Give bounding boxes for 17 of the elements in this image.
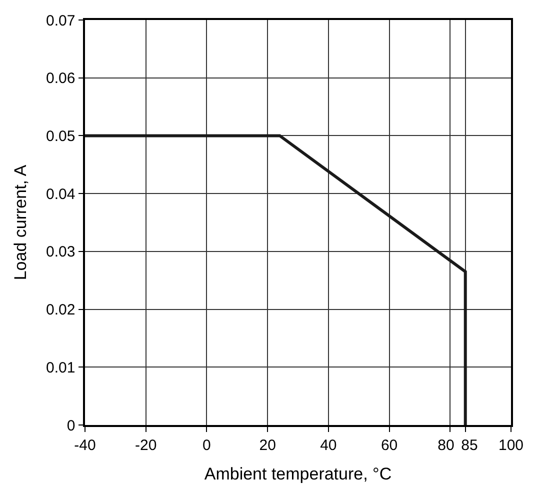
x-tick-label: -20 xyxy=(135,436,157,454)
y-tick-label: 0.02 xyxy=(46,302,76,319)
y-tick-label: 0.01 xyxy=(46,359,76,376)
x-tick-label: 60 xyxy=(380,436,398,454)
x-axis-title: Ambient temperature, °C xyxy=(204,464,392,484)
x-tick-label: 40 xyxy=(320,436,337,454)
x-tick-label: 0 xyxy=(202,436,211,454)
y-tick-label: 0.07 xyxy=(46,12,76,30)
y-tick-label: 0.05 xyxy=(46,128,76,145)
y-tick-label: 0 xyxy=(66,417,76,434)
x-tick-label: 100 xyxy=(498,436,524,454)
y-tick-label: 0.03 xyxy=(46,244,76,261)
y-axis-title: Load current, A xyxy=(11,164,30,280)
x-tick-label: 20 xyxy=(259,436,276,454)
y-tick-label: 0.06 xyxy=(46,70,76,88)
y-tick-label: 0.04 xyxy=(46,186,76,203)
x-tick-label: -40 xyxy=(74,436,96,454)
